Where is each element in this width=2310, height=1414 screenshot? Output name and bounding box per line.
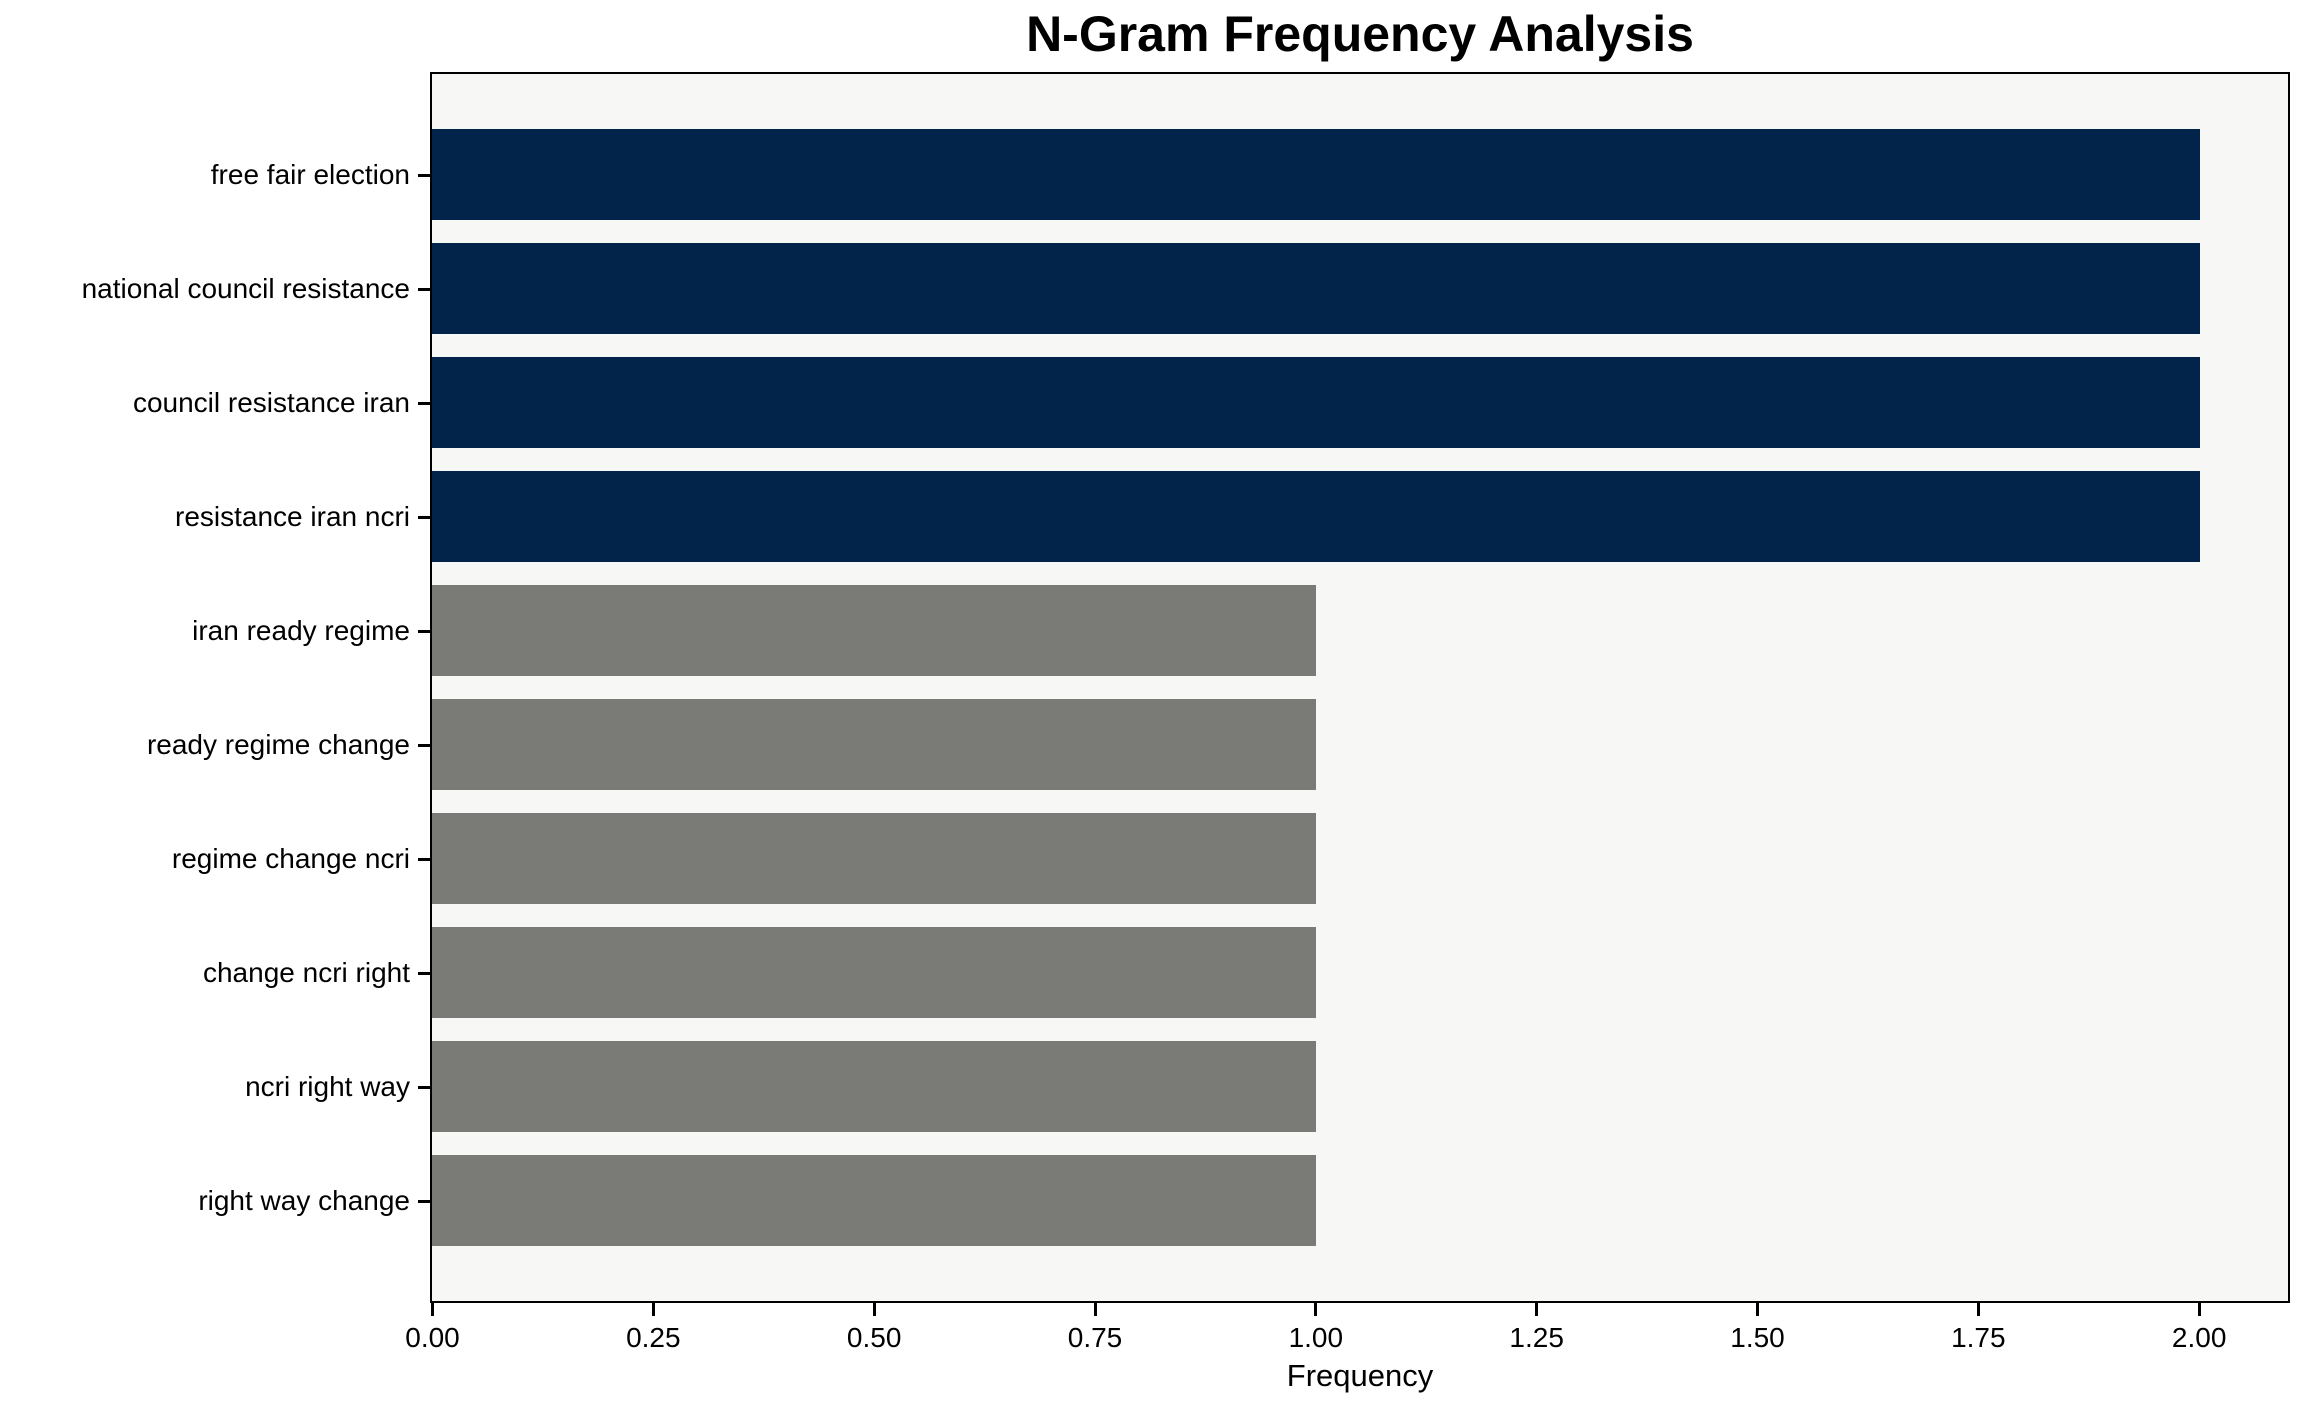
y-tick-mark bbox=[418, 971, 430, 975]
bar bbox=[432, 471, 2200, 562]
x-tick-mark bbox=[431, 1303, 434, 1316]
x-tick-label: 1.00 bbox=[1288, 1322, 1344, 1353]
y-tick-label: free fair election bbox=[210, 159, 410, 190]
y-tick-mark bbox=[418, 401, 430, 405]
x-tick-mark bbox=[1535, 1303, 1539, 1316]
bars-group bbox=[432, 74, 2288, 1301]
y-tick-label: iran ready regime bbox=[192, 615, 410, 646]
x-tick-mark bbox=[2197, 1303, 2201, 1316]
y-tick-label: change ncri right bbox=[202, 957, 410, 988]
bar bbox=[432, 1041, 1316, 1132]
x-tick-label: 1.50 bbox=[1730, 1322, 1785, 1353]
y-tick-mark bbox=[418, 1085, 430, 1089]
bar bbox=[432, 585, 1316, 676]
y-tick-label: national council resistance bbox=[81, 273, 410, 304]
y-tick-mark bbox=[418, 629, 430, 633]
bar bbox=[432, 699, 1316, 790]
bar bbox=[432, 243, 2200, 334]
bar bbox=[432, 813, 1316, 904]
bar bbox=[432, 927, 1316, 1018]
y-tick-label: resistance iran ncri bbox=[175, 501, 410, 532]
x-tick-mark bbox=[651, 1303, 655, 1316]
bar bbox=[432, 1155, 1316, 1246]
x-tick-label: 1.25 bbox=[1509, 1322, 1564, 1353]
y-tick-mark bbox=[418, 287, 430, 291]
y-tick-mark bbox=[418, 515, 430, 519]
y-tick-label: ready regime change bbox=[146, 729, 410, 760]
y-tick-label: regime change ncri bbox=[171, 843, 410, 874]
x-tick-label: 0.00 bbox=[405, 1322, 460, 1353]
x-tick-label: 2.00 bbox=[2171, 1322, 2227, 1353]
y-tick-mark bbox=[418, 857, 430, 861]
bar bbox=[432, 129, 2200, 220]
bar bbox=[432, 357, 2200, 448]
x-tick-label: 0.25 bbox=[626, 1322, 681, 1353]
y-tick-mark bbox=[418, 1199, 430, 1203]
x-tick-mark bbox=[1093, 1303, 1097, 1316]
y-tick-label: council resistance iran bbox=[132, 387, 410, 418]
chart-title: N-Gram Frequency Analysis bbox=[1026, 6, 1694, 62]
x-tick-label: 0.75 bbox=[1067, 1322, 1123, 1353]
x-tick-mark bbox=[1976, 1303, 1980, 1316]
x-tick-label: 1.75 bbox=[1951, 1322, 2006, 1353]
x-tick-mark bbox=[1756, 1303, 1759, 1316]
y-tick-mark bbox=[418, 743, 430, 747]
x-tick-mark bbox=[872, 1303, 876, 1316]
x-axis-label: Frequency bbox=[1286, 1358, 1434, 1393]
y-tick-label: right way change bbox=[198, 1185, 410, 1216]
y-tick-label: ncri right way bbox=[245, 1071, 410, 1102]
x-tick-label: 0.50 bbox=[846, 1322, 902, 1353]
plot-area bbox=[430, 72, 2290, 1303]
y-tick-mark bbox=[418, 173, 430, 177]
x-tick-mark bbox=[1314, 1303, 1318, 1316]
